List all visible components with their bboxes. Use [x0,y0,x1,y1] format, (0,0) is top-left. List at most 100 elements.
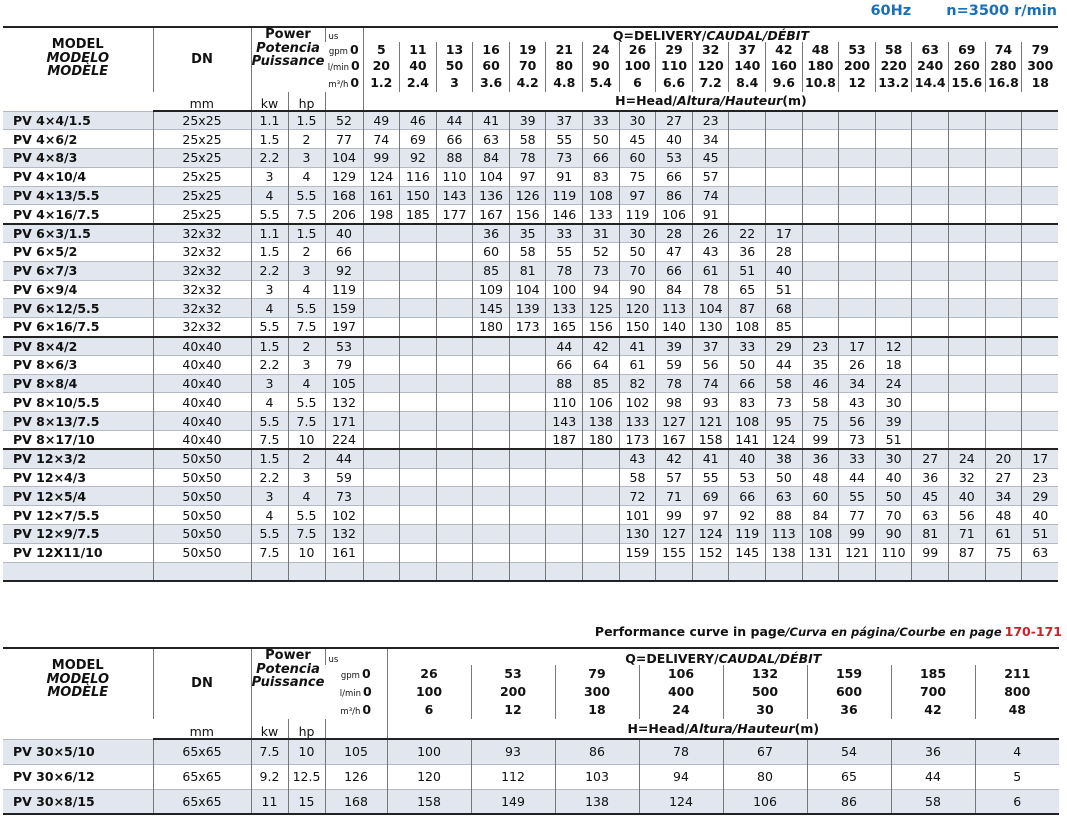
empty-cell [984,185,1022,205]
head-value: 133 [545,298,583,318]
dn: 40x40 [152,392,251,412]
head-value: 64 [582,354,620,375]
hp: 1.5 [287,110,325,130]
empty-cell [508,524,546,544]
head-value: 180 [582,430,620,450]
head-value: 68 [765,298,803,318]
head-value: 42 [582,335,620,356]
head-value: 30 [874,392,912,412]
empty-cell [984,166,1022,187]
flow-value: 13.2 [878,75,910,91]
empty-cell [1021,298,1059,318]
empty-cell [838,222,876,243]
dn-unit: mm [153,92,251,112]
head-value: 146 [545,204,583,224]
flow-header: 200 [838,58,876,74]
head-value: 65 [728,279,766,299]
head-value: 97 [508,166,546,187]
empty-cell [508,542,546,563]
flow-value: 26 [628,42,647,58]
head-value: 55 [838,486,876,506]
head-value: 140 [655,317,693,337]
hp: 5.5 [287,392,325,412]
kw-header: kw [250,92,288,112]
head-value: 40 [765,260,803,281]
head-value: 36 [728,242,766,262]
dn: 50x50 [152,542,251,563]
head-value: 173 [508,317,546,337]
head-value: 86 [655,185,693,205]
empty-cell [948,260,986,281]
empty-cell [948,222,986,243]
head-value: 108 [801,524,839,544]
flow-header: 36 [806,701,891,719]
head-value: 66 [728,486,766,506]
head-value: 119 [545,185,583,205]
performance-table-2: MODEL MODELO MODÈLE DN Power Potencia Puissanc… [3,647,1060,815]
model-label: MODÈLE [47,64,109,80]
empty-cell [362,392,400,412]
flow-header: 69 [948,42,986,58]
head-value: 119 [728,524,766,544]
empty-cell [765,148,803,168]
flow-header: 16.8 [984,74,1022,92]
flow-value: 132 [751,666,779,682]
empty-cell [984,561,1022,581]
empty-cell [948,129,986,149]
head-value: 82 [618,373,656,393]
flow-value: 260 [953,58,980,74]
pump-row: PV 12×7/5.5 50x50 4 5.5 102 101 99 97 92 88 84 77 70… [3,505,1059,525]
header-row: m³/h 0 6 12 18 24 30 36 42 48 [3,701,1060,719]
head-value: 4 [974,738,1060,764]
flow-header: 32 [691,42,729,58]
empty-cell [838,204,876,224]
flow-value: 240 [917,58,944,74]
empty-cell [399,298,437,318]
flow-header: 220 [874,58,912,74]
head-value: 26 [691,222,729,243]
dn: 32x32 [152,222,251,243]
hp: 15 [287,788,325,814]
head-value: 81 [508,260,546,281]
header-row: m³/h 0 1.2 2.4 3 3.6 4.2 4.8 5.4 6 6.6 7.2 8.4 9.6 10.… [3,74,1059,92]
head-value: 78 [545,260,583,281]
empty-cell [874,561,912,581]
head-value: 27 [984,467,1022,487]
head-value: 121 [691,411,729,431]
empty-cell [911,185,949,205]
model: PV 12×3/2 [3,448,153,469]
head-value: 119 [618,204,656,224]
empty-cell [838,166,876,187]
kw-header: kw [250,719,288,740]
empty-cell [801,185,839,205]
empty-cell [984,354,1022,375]
head-value: 51 [874,430,912,450]
flow-value: 79 [1031,42,1049,58]
head-value: 77 [324,129,363,149]
head-value: 108 [728,411,766,431]
flow-header: 13 [435,42,473,58]
flow-header: 6 [618,74,656,92]
dn: 40x40 [152,354,251,375]
dn: 40x40 [152,335,251,356]
head-value: 185 [399,204,437,224]
head-value: 84 [472,148,510,168]
head-value: 78 [508,148,546,168]
header-row: mm kw hp H=Head/Altura/Hauteur(m) [3,92,1059,112]
head-value: 52 [324,110,363,130]
flow-header: m³/h 0 [325,701,387,719]
hp: 4 [287,486,325,506]
empty-cell [984,335,1022,356]
kw: 4 [250,505,288,525]
flow-value: 0 [349,42,359,58]
head-value: 156 [508,204,546,224]
power-label: Puissance [251,54,325,70]
head-value: 72 [618,486,656,506]
flow-value: 0 [350,75,360,91]
pump-row: PV 6×3/1.5 32x32 1.1 1.5 40 36 35 33 31 30 28 26 22 1… [3,222,1059,243]
hp: 2 [287,335,325,356]
empty-cell [691,561,729,581]
pump-row: PV 4×6/2 25x25 1.5 2 77 74 69 66 63 58 55 50 45 40 34 [3,129,1059,149]
delivery-label: Q=DELIVERY/ [625,650,719,665]
flow-header: 70 [508,58,546,74]
